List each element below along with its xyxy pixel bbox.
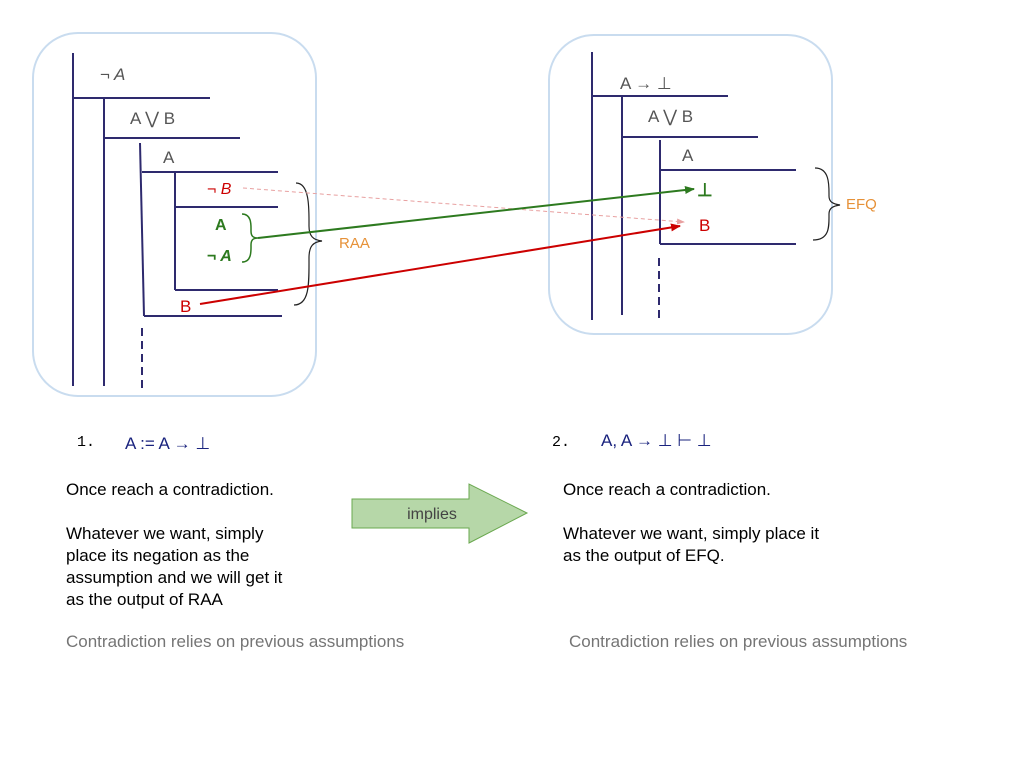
efq-label: EFQ — [846, 196, 877, 213]
left-derived-not-a: ¬ A — [207, 248, 232, 265]
left-conclusion-b: B — [180, 297, 191, 316]
right-explanation: Once reach a contradiction. Whatever we … — [563, 480, 820, 565]
left-proof-panel: ¬ A A ⋁ B A ¬ B A ¬ A B RAA — [32, 32, 370, 397]
right-bottom-symbol: ⊥ — [697, 180, 713, 200]
implies-block-arrow: implies — [351, 483, 529, 544]
right-disjunction-a-or-b: A ⋁ B — [648, 107, 693, 126]
left-derived-a: A — [215, 217, 227, 234]
right-item-number: 2. — [552, 434, 570, 451]
right-note: Contradiction relies on previous assumpt… — [569, 632, 908, 651]
green-contradiction-to-bottom-arrow — [257, 186, 695, 239]
left-formula: A := A → ⊥ — [125, 434, 210, 453]
implies-label: implies — [407, 506, 457, 523]
left-assumption-not-a: ¬ A — [100, 65, 125, 84]
red-b-to-b-arrow — [199, 223, 681, 305]
right-case-a: A — [682, 146, 694, 165]
left-disjunction-a-or-b: A ⋁ B — [130, 109, 175, 128]
raa-brace — [293, 182, 323, 306]
left-explanation: Once reach a contradiction. Whatever we … — [66, 480, 283, 609]
left-note: Contradiction relies on previous assumpt… — [66, 632, 405, 651]
left-item-number: 1. — [77, 434, 95, 451]
left-assumption-not-b: ¬ B — [207, 181, 232, 198]
right-formula: A, A → ⊥ ⊢ ⊥ — [601, 431, 712, 450]
raa-label: RAA — [339, 235, 370, 252]
implies-arrow-shape — [351, 483, 529, 544]
right-panel-frame — [548, 34, 833, 335]
right-proof-panel: A → ⊥ A ⋁ B A ⊥ B EFQ — [548, 34, 877, 335]
efq-brace — [812, 167, 841, 241]
left-proof-lines — [72, 53, 282, 390]
left-case-a: A — [163, 148, 175, 167]
faint-not-b-to-b-arrow — [242, 187, 685, 225]
right-assumption-a-implies-bottom: A → ⊥ — [620, 74, 672, 93]
right-conclusion-b: B — [699, 216, 710, 235]
